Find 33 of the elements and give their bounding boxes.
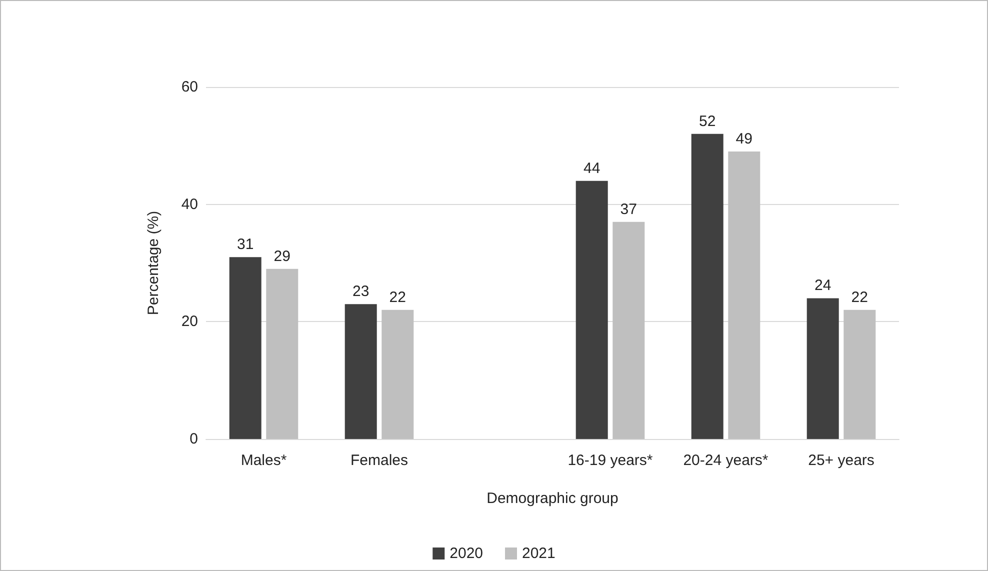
- bar: [576, 180, 608, 439]
- data-label: 23: [352, 283, 370, 300]
- bar: [229, 257, 262, 439]
- bar: [844, 310, 876, 439]
- y-tick-label: 60: [181, 78, 198, 96]
- x-tick-label: 20-24 years*: [683, 452, 768, 469]
- bar: [266, 268, 298, 439]
- x-tick-label: 16-19 years*: [568, 452, 653, 469]
- data-label: 24: [814, 277, 832, 294]
- x-tick-label: Males*: [240, 452, 287, 469]
- data-label: 29: [274, 248, 290, 265]
- data-label: 52: [699, 112, 716, 130]
- data-label: 22: [389, 288, 406, 306]
- x-tick-label: 25+ years: [808, 452, 874, 469]
- legend-label: 2020: [450, 545, 484, 562]
- bar: [344, 304, 377, 439]
- x-axis-title: Demographic group: [486, 490, 618, 507]
- y-tick-label: 20: [181, 313, 198, 330]
- y-tick-label: 0: [190, 430, 198, 448]
- bar: [691, 134, 724, 439]
- y-axis-title: Percentage (%): [145, 210, 162, 316]
- bar: [728, 152, 760, 439]
- legend-label: 2021: [522, 545, 556, 562]
- bar: [612, 222, 645, 439]
- data-label: 44: [584, 160, 600, 177]
- data-label: 31: [237, 236, 254, 254]
- data-label: 37: [620, 200, 637, 218]
- data-label: 49: [736, 130, 752, 148]
- y-tick-label: 40: [181, 196, 198, 213]
- bar: [806, 298, 839, 439]
- x-tick-label: Females: [350, 452, 408, 469]
- bar: [382, 310, 414, 439]
- data-label: 22: [851, 288, 868, 306]
